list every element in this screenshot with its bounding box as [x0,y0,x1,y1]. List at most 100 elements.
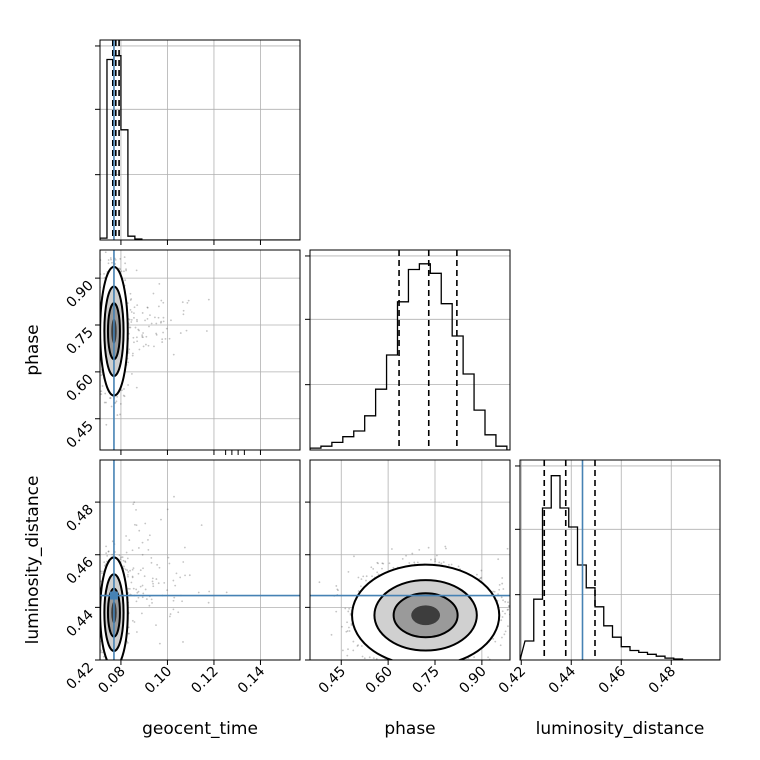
sample-point [138,329,140,332]
sample-point [116,395,119,398]
sample-point [402,665,404,667]
sample-point [514,592,516,594]
sample-point [172,579,175,582]
sample-point [127,632,130,635]
sample-point [131,576,134,579]
sample-point [126,573,129,576]
sample-point [501,616,504,618]
sample-point [502,588,505,590]
sample-point [360,585,362,588]
sample-point [161,341,164,343]
sample-point [100,651,102,654]
sample-point [188,574,191,577]
sample-point [350,624,353,626]
sample-point [125,551,128,554]
sample-point [330,633,333,636]
sample-point [104,392,107,395]
sample-point [136,340,139,343]
sample-point [110,405,113,408]
sample-point [504,612,506,615]
sample-point [144,522,147,525]
sample-point [123,237,125,239]
sample-point [135,386,138,389]
sample-point [205,330,208,332]
sample-point [186,301,189,304]
sample-point [392,566,395,569]
sample-point [145,343,147,346]
sample-point [106,667,108,669]
sample-point [133,306,136,309]
sample-point [107,259,110,261]
sample-point [157,582,160,585]
sample-point [126,569,129,572]
histogram-step [100,55,300,240]
sample-point [335,610,338,613]
sample-point [380,662,382,664]
sample-point [348,607,351,610]
y-tick-label: 0.46 [63,554,96,587]
sample-point [114,401,117,404]
y-tick-label: 0.45 [63,418,96,451]
sample-point [124,561,127,564]
sample-point [447,563,450,566]
sample-point [480,569,483,572]
sample-point [341,625,343,628]
sample-point [109,397,111,399]
sample-point [418,548,421,551]
sample-point [119,661,121,663]
sample-point [161,338,164,341]
sample-point [119,268,122,271]
sample-point [427,546,430,549]
sample-point [115,400,118,403]
sample-point [115,661,117,663]
sample-point [127,571,130,573]
sample-point [133,312,135,314]
sample-point [144,588,147,591]
sample-point [160,518,162,521]
sample-point [408,562,411,564]
sample-point [360,645,363,647]
sample-point [500,596,503,599]
sample-point [97,332,99,334]
sample-point [181,600,183,603]
axes-frame [309,249,511,451]
sample-point [346,654,349,657]
sample-point [132,336,135,339]
sample-point [122,665,124,667]
sample-point [157,316,160,319]
sample-point [515,567,517,569]
sample-point [170,319,172,322]
sample-point [148,325,150,328]
sample-point [120,556,122,559]
sample-point [130,318,133,321]
sample-point [131,373,133,375]
sample-point [365,575,368,578]
sample-point [182,313,185,316]
sample-point [100,390,103,393]
sample-point [408,670,410,672]
sample-point [142,567,144,570]
sample-point [93,389,95,391]
y-tick-label: 0.48 [63,502,96,535]
sample-point [168,562,171,565]
sample-point [361,693,363,695]
sample-point [141,584,144,587]
sample-point [144,319,146,322]
sample-point [120,270,123,273]
sample-point [419,662,421,664]
sample-point [361,655,364,658]
hist-geocent-time [95,39,301,245]
sample-point [96,365,98,367]
x-tick-label: 0.08 [95,664,128,697]
sample-point [104,662,106,664]
sample-point [530,592,532,594]
sample-point [492,590,495,593]
sample-point [130,581,133,584]
sample-point [103,401,106,404]
scatter-phase-distance-content [310,460,532,695]
sample-point [125,268,127,271]
sample-point [345,630,348,633]
sample-point [450,666,452,668]
hist-phase [225,249,511,455]
sample-point [208,590,211,593]
